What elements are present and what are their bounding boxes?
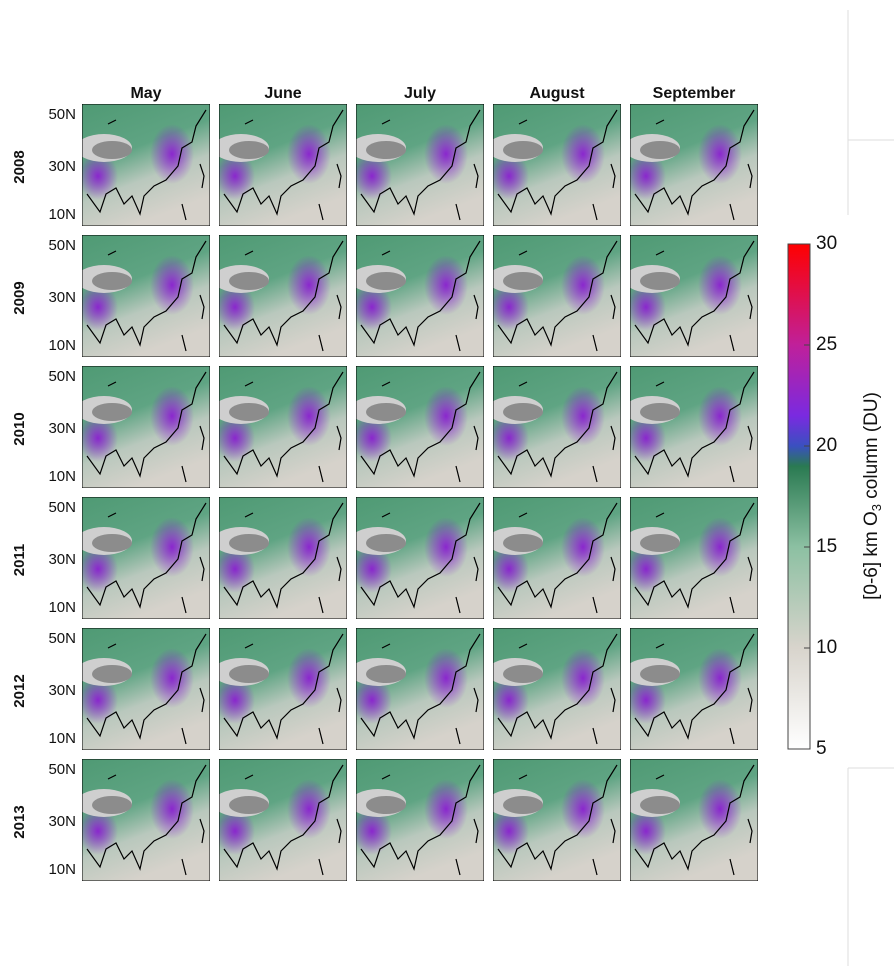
row-label: 2013 <box>11 805 28 838</box>
lat-label: 50N <box>48 106 76 123</box>
column-title: May <box>130 85 161 102</box>
figure: [0-6] km O3 column (DU) May80E100EJune80… <box>0 0 894 966</box>
row-label: 2008 <box>11 150 28 183</box>
map-panel <box>76 366 210 488</box>
lat-label: 30N <box>48 551 76 568</box>
lat-label: 10N <box>48 337 76 354</box>
column-title: June <box>264 85 301 102</box>
colorbar <box>788 244 810 749</box>
colorbar-label: [0-6] km O3 column (DU) <box>861 392 884 600</box>
row-label: 2010 <box>11 412 28 445</box>
map-panel <box>213 366 347 488</box>
map-panel <box>213 104 347 226</box>
column-title: August <box>529 85 585 102</box>
lat-label: 50N <box>48 368 76 385</box>
row-label: 2011 <box>11 544 28 577</box>
lat-label: 30N <box>48 420 76 437</box>
map-panel <box>213 628 347 750</box>
map-panel <box>487 235 621 357</box>
lat-label: 30N <box>48 158 76 175</box>
colorbar-tick-label: 5 <box>816 738 827 759</box>
map-panel <box>76 104 210 226</box>
map-panel <box>76 497 210 619</box>
map-panel <box>350 628 484 750</box>
colorbar-tick-label: 20 <box>816 435 837 456</box>
colorbar-tick-label: 25 <box>816 334 837 355</box>
map-panel <box>624 759 758 881</box>
label-text: column (DU) <box>861 392 882 504</box>
lat-label: 50N <box>48 630 76 647</box>
map-panel <box>487 366 621 488</box>
lat-label: 50N <box>48 499 76 516</box>
lat-label: 10N <box>48 599 76 616</box>
colorbar-tick-label: 15 <box>816 536 837 557</box>
map-panel <box>487 628 621 750</box>
lat-label: 50N <box>48 237 76 254</box>
map-panel <box>487 104 621 226</box>
map-panel <box>350 497 484 619</box>
map-panel <box>624 497 758 619</box>
map-panel <box>487 497 621 619</box>
lat-label: 10N <box>48 730 76 747</box>
map-panel <box>76 759 210 881</box>
map-panel <box>76 628 210 750</box>
colorbar-tick-label: 10 <box>816 637 837 658</box>
colorbar-tick-label: 30 <box>816 233 837 254</box>
lat-label: 50N <box>48 761 76 778</box>
map-panel <box>213 235 347 357</box>
lat-label: 10N <box>48 206 76 223</box>
map-panel <box>350 759 484 881</box>
lat-label: 10N <box>48 468 76 485</box>
map-panel <box>624 235 758 357</box>
map-panel <box>350 366 484 488</box>
label-text: [0-6] km O <box>861 511 882 600</box>
label-subscript: 3 <box>869 504 884 511</box>
map-panel <box>350 104 484 226</box>
map-panel <box>76 235 210 357</box>
column-title: September <box>653 85 736 102</box>
row-label: 2009 <box>11 281 28 314</box>
map-panel <box>624 628 758 750</box>
map-panel <box>350 235 484 357</box>
lat-label: 30N <box>48 289 76 306</box>
lat-label: 30N <box>48 682 76 699</box>
map-panel <box>487 759 621 881</box>
map-panel <box>624 366 758 488</box>
map-panel <box>624 104 758 226</box>
column-title: July <box>404 85 436 102</box>
row-label: 2012 <box>11 674 28 707</box>
map-panel <box>213 497 347 619</box>
map-panel <box>213 759 347 881</box>
lat-label: 10N <box>48 861 76 878</box>
lat-label: 30N <box>48 813 76 830</box>
